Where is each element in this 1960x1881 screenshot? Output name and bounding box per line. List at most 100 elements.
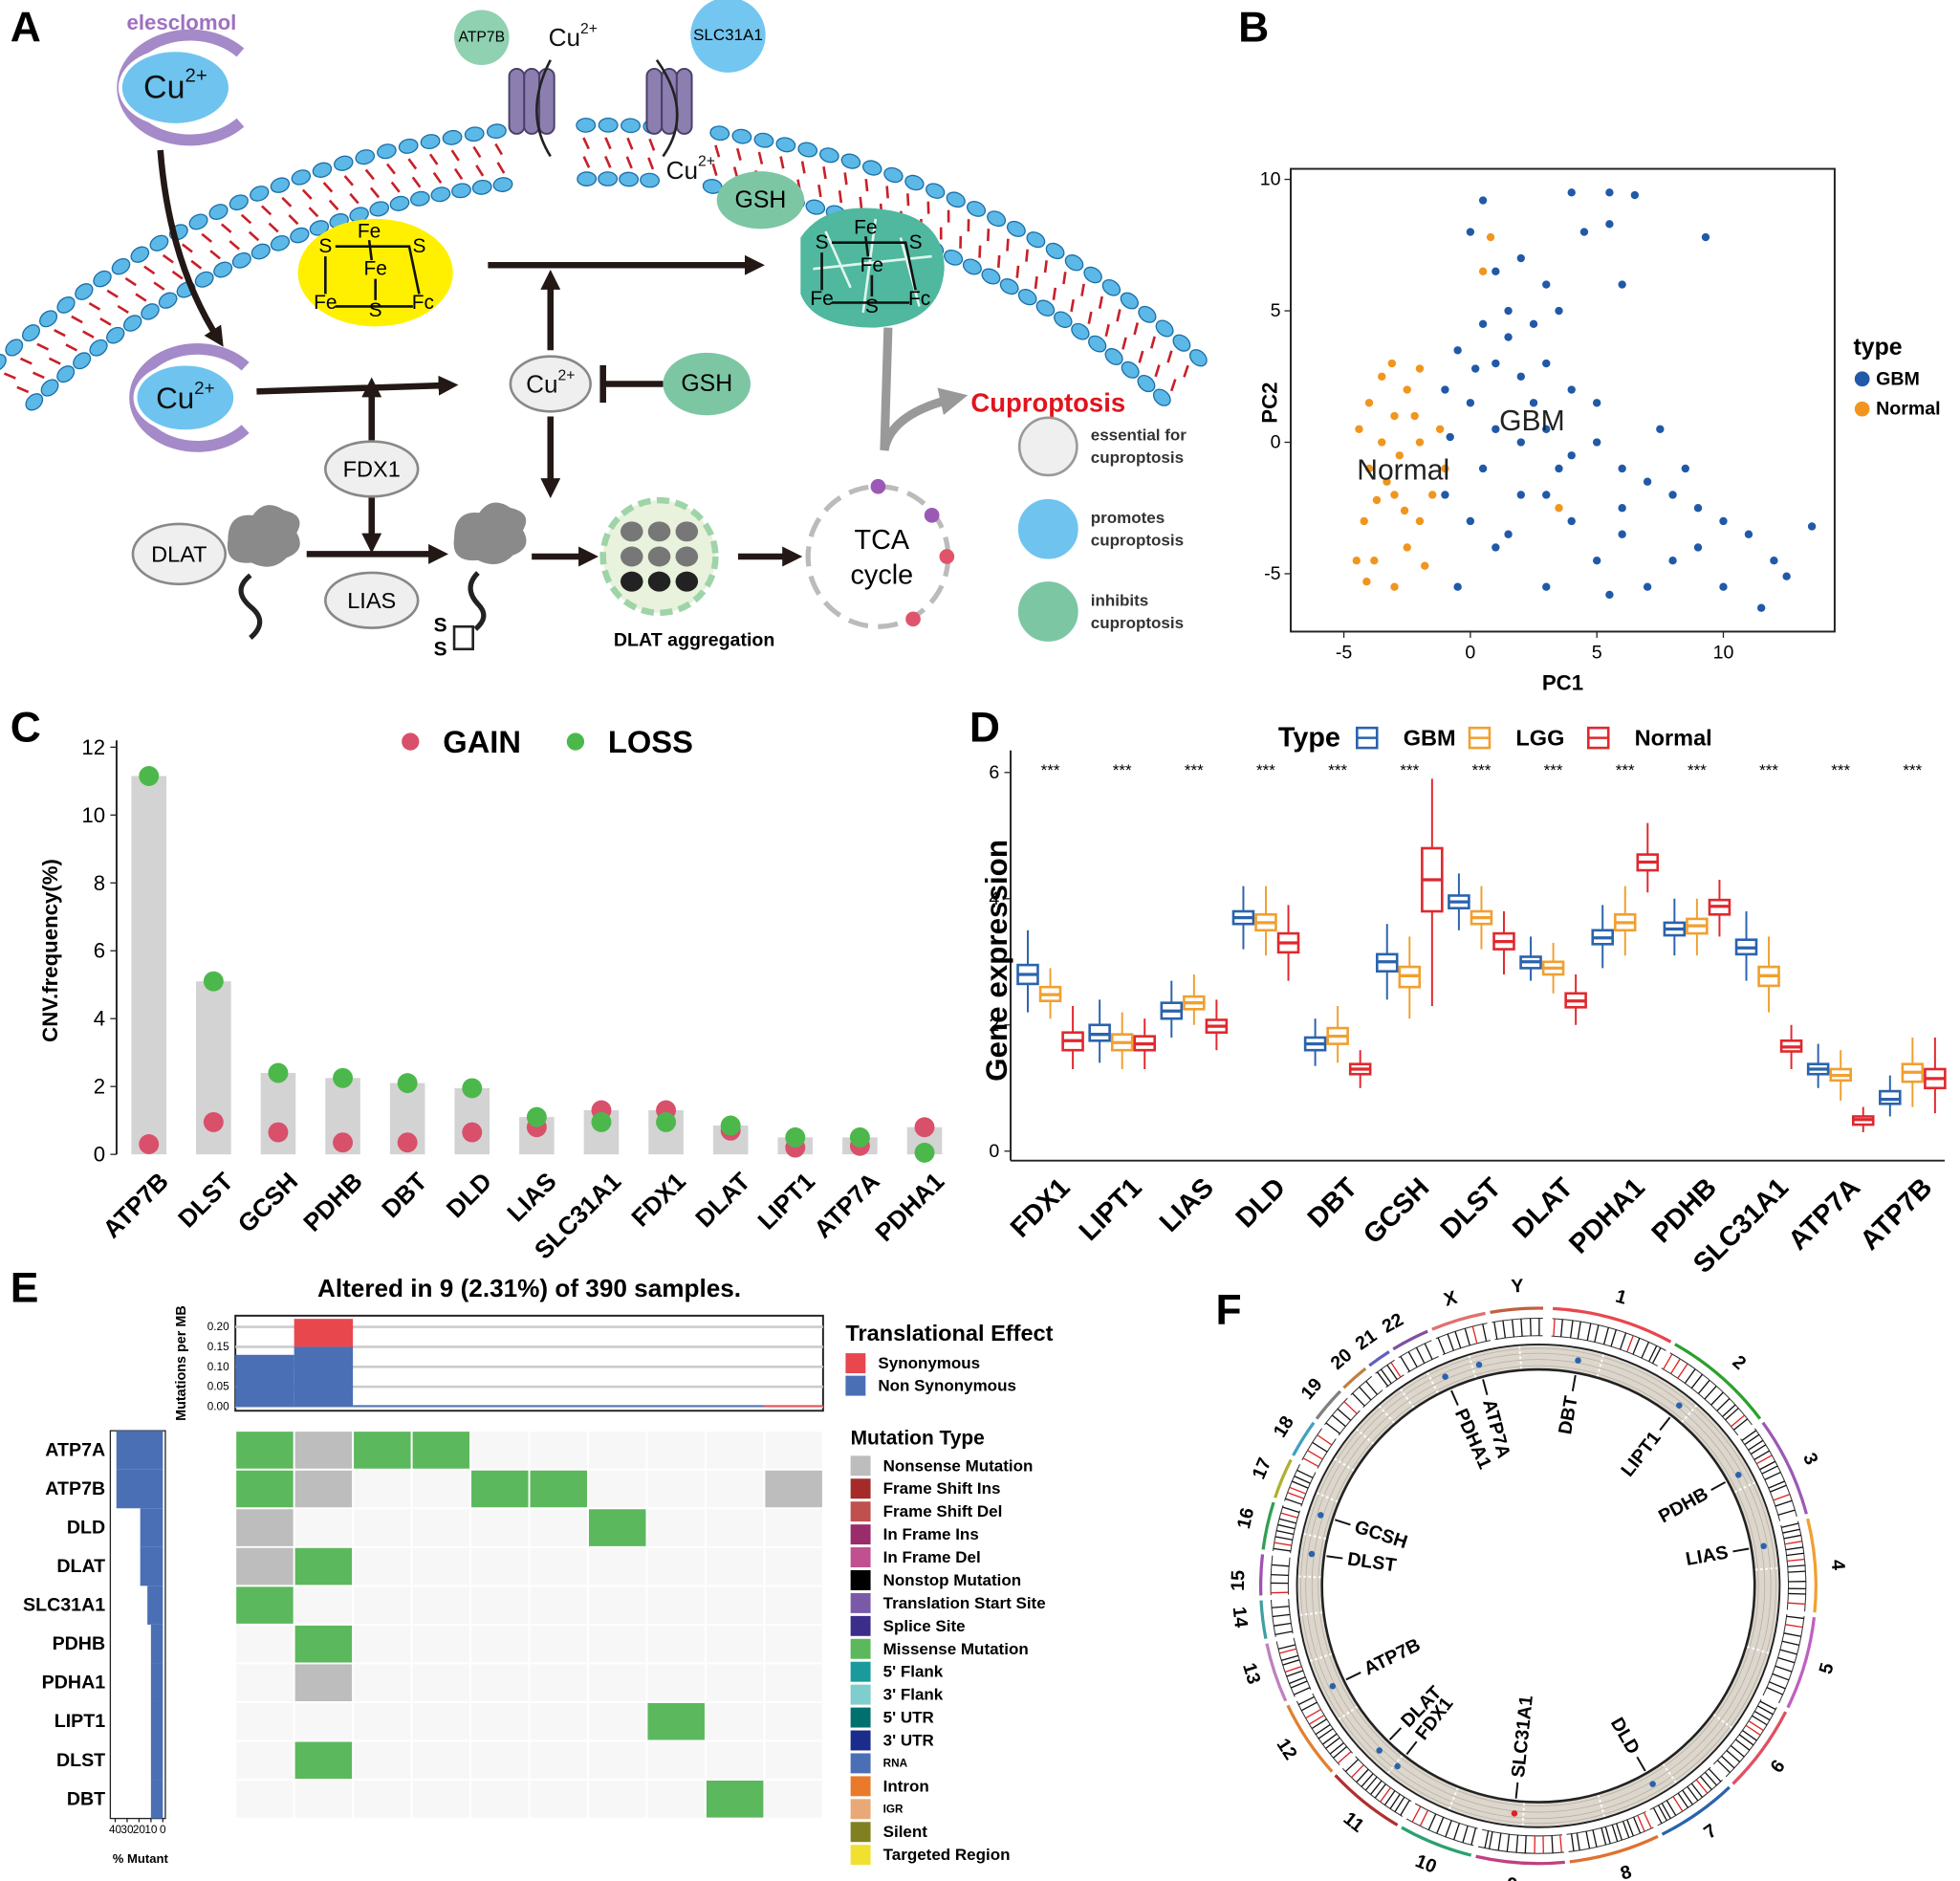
point <box>1441 464 1449 473</box>
gene-label: DLD <box>67 1518 105 1539</box>
legend-swatch <box>1854 371 1870 387</box>
lipid-head <box>883 166 904 184</box>
band <box>1470 1827 1477 1846</box>
point <box>1410 411 1419 421</box>
lipid-tail <box>281 196 293 208</box>
point <box>1364 399 1374 407</box>
lipid-tail <box>1015 265 1020 278</box>
track-divider <box>1468 1355 1477 1378</box>
lipid-head <box>1054 311 1073 328</box>
cluster-atom: Fe <box>860 254 883 276</box>
lipid-head <box>1064 254 1084 272</box>
band <box>1333 1745 1347 1759</box>
lipid-tail <box>779 156 785 169</box>
chromosome-label: 15 <box>1228 1570 1249 1591</box>
y-tick-label: 5 <box>1271 300 1281 321</box>
gene-label: LIPT1 <box>1617 1428 1665 1481</box>
point <box>333 1067 354 1088</box>
legend-swatch <box>1854 401 1870 417</box>
band <box>1753 1710 1771 1721</box>
lipid-head <box>926 183 946 199</box>
band <box>1769 1681 1786 1690</box>
band <box>1386 1365 1398 1380</box>
lipid-head <box>420 134 441 150</box>
track-divider <box>1303 1533 1326 1541</box>
band <box>1643 1812 1652 1829</box>
point <box>1567 188 1576 197</box>
point <box>333 1132 354 1153</box>
point <box>1486 232 1495 242</box>
legend-label: LOSS <box>608 724 693 759</box>
point <box>1605 590 1614 600</box>
lipid-head <box>1172 334 1191 352</box>
band <box>1777 1656 1796 1664</box>
mutation-cell <box>470 1469 530 1509</box>
band <box>1748 1439 1764 1451</box>
node-label: SLC31A1 <box>693 26 763 44</box>
gene-label: DLST <box>1346 1548 1398 1576</box>
band <box>1551 1835 1554 1853</box>
lipid-head <box>819 147 839 164</box>
band <box>1484 1830 1490 1848</box>
gene-label: ATP7B <box>1361 1634 1424 1679</box>
band <box>1684 1368 1696 1384</box>
lipid-head <box>1045 242 1065 260</box>
band <box>1786 1552 1804 1557</box>
lipid-tail <box>472 145 482 159</box>
bar-segment <box>646 1405 706 1408</box>
x-tick-label: GCSH <box>232 1167 304 1238</box>
x-tick-label: 10 <box>1713 643 1734 664</box>
legend-swatch <box>850 1638 871 1659</box>
track-divider <box>1662 1763 1677 1783</box>
ideogram <box>1435 1323 1492 1355</box>
point <box>203 971 224 992</box>
band <box>1280 1512 1298 1519</box>
lipid-head <box>904 174 925 191</box>
mutation-cell <box>235 1469 294 1509</box>
panel-label: F <box>1216 1287 1242 1334</box>
lipid-tail <box>16 385 30 394</box>
node-label: FDX1 <box>343 456 401 481</box>
track-line <box>1300 1347 1776 1825</box>
point <box>1567 516 1576 526</box>
band <box>1633 1816 1642 1834</box>
chromosome-label: 20 <box>1327 1345 1357 1374</box>
lipid-head <box>753 132 774 148</box>
chromosome-label: 6 <box>1767 1756 1790 1777</box>
band <box>1775 1499 1793 1507</box>
band <box>1312 1441 1328 1453</box>
lipid-tail <box>48 357 61 365</box>
band <box>1343 1401 1358 1414</box>
point <box>1807 522 1817 531</box>
band <box>1626 1335 1634 1353</box>
point <box>526 1106 547 1127</box>
ideogram <box>1271 1555 1291 1596</box>
ideogram <box>1398 1340 1439 1373</box>
x-tick-label: FDX1 <box>1005 1172 1077 1244</box>
legend-label: Intron <box>883 1777 929 1795</box>
box <box>1879 1089 1902 1105</box>
point <box>1504 530 1513 538</box>
track-divider <box>1712 1714 1733 1729</box>
x-tick-label: PDHA1 <box>869 1167 949 1247</box>
arrow <box>157 149 224 347</box>
lipoyl-arm <box>468 571 487 631</box>
ideogram-outline <box>1272 1505 1300 1554</box>
lipid-head <box>75 283 94 300</box>
band <box>1452 1823 1461 1841</box>
chromosome-label: 12 <box>1273 1735 1301 1763</box>
lipid-tail <box>349 192 359 205</box>
band <box>1400 1800 1410 1816</box>
lipid-head <box>1138 305 1157 323</box>
ideogram <box>1375 1360 1405 1388</box>
point <box>1529 399 1538 407</box>
band <box>1748 1720 1764 1732</box>
lipid-tail <box>885 186 889 199</box>
legend-swatch <box>850 1707 871 1728</box>
band <box>1604 1826 1611 1845</box>
channel-flow <box>535 59 552 158</box>
band <box>1454 1331 1462 1348</box>
lipid-tail <box>996 254 1001 268</box>
chromosome-arc <box>1392 1329 1428 1351</box>
legend-label: RNA <box>883 1757 908 1769</box>
